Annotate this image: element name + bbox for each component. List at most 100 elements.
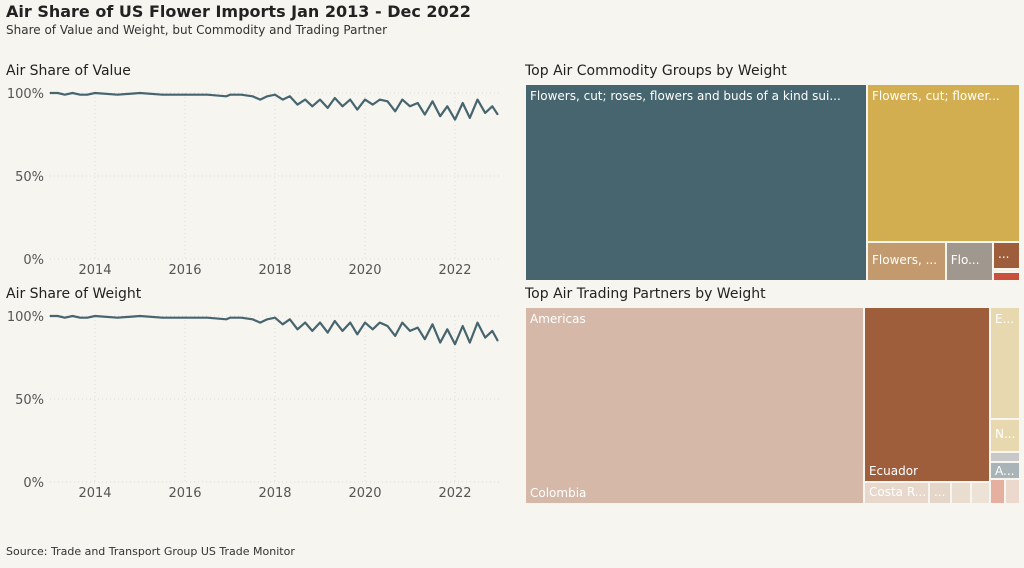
treemap-cell[interactable]: ... xyxy=(928,481,951,504)
data-point xyxy=(454,118,456,121)
data-point xyxy=(64,94,66,96)
commodity-treemap: Flowers, cut; roses, flowers and buds of… xyxy=(525,84,1020,281)
x-tick-label: 2022 xyxy=(438,263,471,278)
value-chart-title: Air Share of Value xyxy=(6,63,131,79)
data-point xyxy=(116,94,119,96)
data-point xyxy=(229,317,231,319)
x-tick-label: 2022 xyxy=(438,486,471,501)
data-point xyxy=(274,94,276,96)
data-point xyxy=(319,99,321,101)
treemap-cell[interactable]: Costa R... xyxy=(863,481,929,504)
treemap-cell[interactable] xyxy=(970,481,990,504)
data-point xyxy=(251,95,254,97)
data-point xyxy=(409,330,411,332)
y-tick-label: 50% xyxy=(15,393,44,408)
air-share-weight-chart: 100% 50% 0% 2014 2016 2018 2020 2022 xyxy=(7,310,500,501)
data-point xyxy=(469,117,471,119)
treemap-cell[interactable] xyxy=(993,269,1020,272)
treemap-cell-label: Ecuador xyxy=(868,463,918,478)
data-point xyxy=(484,112,486,114)
data-point xyxy=(225,95,227,97)
treemap-cell-label: Americas xyxy=(530,312,586,326)
treemap-cell-label: Flowers, ... xyxy=(871,253,938,268)
data-point xyxy=(417,327,419,329)
treemap-cell[interactable] xyxy=(990,451,1020,462)
treemap-cell[interactable]: Flowers, cut; flower... xyxy=(866,84,1020,242)
air-share-value-chart: 100% 50% 0% 2014 2016 2018 2020 2022 xyxy=(7,87,500,278)
data-point xyxy=(356,109,358,111)
treemap-cell[interactable]: ... xyxy=(993,241,1020,270)
data-point xyxy=(497,113,499,116)
data-point xyxy=(424,338,426,340)
treemap-cell-label: Flowers, cut; flower... xyxy=(871,89,1000,103)
x-tick-label: 2018 xyxy=(258,263,291,278)
data-point xyxy=(476,322,479,324)
data-point xyxy=(349,99,351,101)
treemap-cell[interactable]: Americas Colombia xyxy=(525,307,864,504)
data-point xyxy=(409,105,411,107)
treemap-cell[interactable]: Flowers, ... xyxy=(866,241,946,281)
treemap-cell-label: Costa R... xyxy=(868,484,927,499)
data-point xyxy=(240,317,242,319)
data-point xyxy=(401,322,403,324)
data-point xyxy=(266,318,268,320)
data-point xyxy=(311,330,313,332)
data-point xyxy=(94,92,96,94)
data-point xyxy=(439,115,441,117)
treemap-cell[interactable]: Ecuador xyxy=(863,307,990,482)
data-point xyxy=(79,317,81,319)
x-tick-label: 2020 xyxy=(348,486,381,501)
treemap-cell[interactable]: Flo... xyxy=(945,241,994,281)
data-point xyxy=(86,317,88,319)
treemap-cell[interactable] xyxy=(950,481,971,504)
data-point xyxy=(282,323,284,325)
treemap-cell[interactable]: A... xyxy=(990,461,1020,479)
treemap-cell-label: Flowers, cut; roses, flowers and buds of… xyxy=(530,89,841,103)
y-tick-label: 50% xyxy=(15,170,44,185)
treemap-cell-label: ... xyxy=(998,247,1010,262)
data-point xyxy=(57,92,59,94)
treemap-cell-label: E... xyxy=(995,312,1015,326)
data-point xyxy=(379,322,381,324)
treemap-cell[interactable] xyxy=(1005,478,1020,504)
x-tick-label: 2016 xyxy=(168,263,201,278)
data-point xyxy=(379,99,381,101)
data-point xyxy=(484,336,486,339)
treemap-cell[interactable] xyxy=(993,271,1020,281)
treemap-cell-label: ... xyxy=(933,484,946,499)
treemap-cell[interactable]: N... xyxy=(990,418,1020,452)
data-point xyxy=(431,100,434,102)
commodity-treemap-title: Top Air Commodity Groups by Weight xyxy=(525,63,787,79)
data-point xyxy=(386,100,389,102)
data-point xyxy=(296,104,299,106)
y-tick-label: 100% xyxy=(7,310,44,325)
data-point xyxy=(57,315,59,317)
treemap-cell[interactable] xyxy=(990,478,1005,504)
treemap-cell-label: Flo... xyxy=(950,253,980,268)
data-point xyxy=(71,315,74,317)
data-point xyxy=(94,315,96,317)
treemap-cell[interactable]: Flowers, cut; roses, flowers and buds of… xyxy=(525,84,867,281)
series-line xyxy=(50,314,499,346)
data-point xyxy=(364,322,366,324)
data-point xyxy=(439,341,441,344)
data-point xyxy=(341,330,344,332)
data-point xyxy=(251,318,254,320)
x-tick-label: 2020 xyxy=(348,263,381,278)
x-tick-label: 2014 xyxy=(78,263,111,278)
data-point xyxy=(116,317,119,319)
data-point xyxy=(491,105,493,107)
data-point xyxy=(71,92,74,94)
data-point xyxy=(240,94,242,96)
data-point xyxy=(161,317,164,319)
data-point xyxy=(401,99,403,101)
treemap-cell[interactable]: E... xyxy=(990,307,1020,419)
y-tick-label: 100% xyxy=(7,87,44,102)
data-point xyxy=(304,99,306,101)
data-point xyxy=(394,335,396,337)
data-point xyxy=(229,94,231,96)
data-point xyxy=(311,105,313,107)
data-point xyxy=(289,95,291,97)
data-point xyxy=(327,332,329,334)
dashboard-title: Air Share of US Flower Imports Jan 2013 … xyxy=(6,2,471,21)
